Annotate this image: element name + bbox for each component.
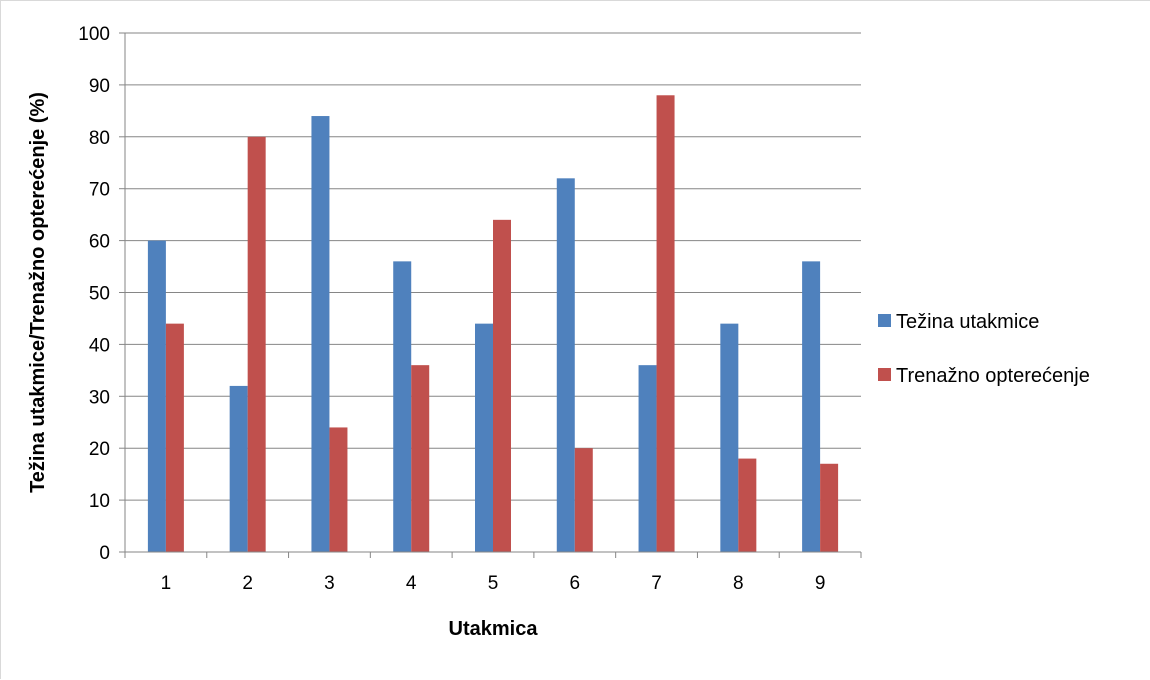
y-tick-label: 10 — [89, 491, 110, 512]
y-tick-label: 50 — [89, 284, 110, 305]
legend-label: Težina utakmice — [896, 311, 1039, 333]
y-tick-label: 90 — [89, 76, 110, 97]
y-tick-label: 70 — [89, 180, 110, 201]
legend-swatch — [878, 368, 891, 381]
bar-tezina-utakmice — [147, 240, 166, 552]
x-tick-label: 9 — [815, 573, 826, 594]
bar-trenazno-opterecenje — [329, 427, 348, 552]
y-tick-label: 0 — [99, 543, 110, 564]
x-tick-label: 7 — [651, 573, 662, 594]
bar-trenazno-opterecenje — [493, 219, 511, 552]
bar-tezina-utakmice — [720, 323, 739, 552]
bar-tezina-utakmice — [229, 385, 248, 552]
x-tick-label: 6 — [569, 573, 580, 594]
y-tick-label: 100 — [78, 24, 110, 45]
bar-tezina-utakmice — [311, 116, 330, 552]
x-tick-label: 5 — [488, 573, 499, 594]
legend-swatch — [878, 314, 891, 327]
bar-tezina-utakmice — [475, 323, 493, 552]
bar-trenazno-opterecenje — [411, 365, 430, 552]
axes: 0 10 20 30 40 50 60 70 80 90 100 1 2 3 4 5 6 7 8 9 — [78, 24, 862, 594]
bar-tezina-utakmice — [638, 365, 657, 552]
y-tick-label: 40 — [89, 335, 110, 356]
y-tick-label: 20 — [89, 439, 110, 460]
bar-tezina-utakmice — [802, 261, 821, 552]
bar-trenazno-opterecenje — [165, 323, 184, 552]
legend: Težina utakmice Trenažno opterećenje — [878, 311, 1090, 387]
x-tick-label: 3 — [324, 573, 335, 594]
y-tick-label: 80 — [89, 128, 110, 149]
bar-trenazno-opterecenje — [574, 448, 593, 552]
bar-tezina-utakmice — [556, 178, 575, 552]
y-tick-label: 30 — [89, 387, 110, 408]
x-tick-label: 8 — [733, 573, 744, 594]
bar-trenazno-opterecenje — [738, 458, 757, 552]
x-axis-title: Utakmica — [449, 618, 539, 640]
bar-trenazno-opterecenje — [656, 95, 675, 552]
bar-trenazno-opterecenje — [247, 136, 266, 553]
x-tick-label: 2 — [242, 573, 253, 594]
y-axis-title: Težina utakmice/Trenažno opterećenje (%) — [27, 92, 49, 493]
bar-trenazno-opterecenje — [820, 463, 839, 552]
bars — [147, 95, 839, 553]
legend-label: Trenažno opterećenje — [896, 365, 1090, 387]
x-tick-label: 4 — [406, 573, 417, 594]
bar-tezina-utakmice — [393, 261, 412, 552]
x-tick-label: 1 — [161, 573, 172, 594]
y-tick-label: 60 — [89, 232, 110, 253]
